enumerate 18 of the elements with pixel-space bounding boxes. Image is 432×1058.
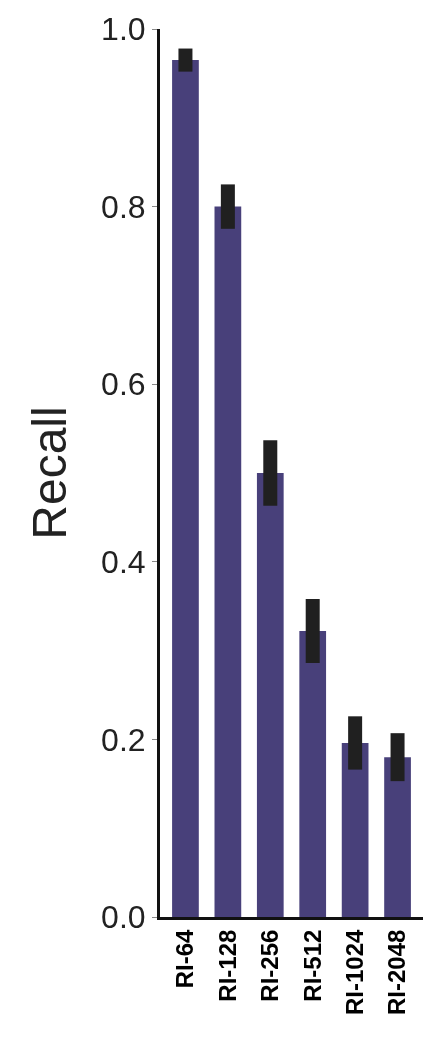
y-tick-label: 0.2 bbox=[101, 721, 146, 758]
bar bbox=[384, 757, 411, 917]
y-tick-label: 0.0 bbox=[101, 899, 146, 936]
y-tick-label: 0.8 bbox=[101, 188, 146, 225]
x-tick-label: RI-64 bbox=[171, 928, 199, 989]
y-tick-label: 1.0 bbox=[101, 11, 146, 48]
bar bbox=[299, 631, 327, 917]
bar bbox=[214, 206, 242, 917]
y-tick-label: 0.4 bbox=[101, 544, 146, 580]
bar bbox=[172, 60, 199, 917]
x-tick-label: RI-256 bbox=[256, 929, 284, 1002]
x-tick-label: RI-128 bbox=[213, 929, 241, 1002]
bar bbox=[256, 473, 284, 917]
y-axis-title: Recall bbox=[22, 406, 76, 540]
x-tick-label: RI-512 bbox=[298, 929, 326, 1002]
y-tick-label: 0.6 bbox=[101, 366, 146, 403]
x-tick-label: RI-1024 bbox=[340, 928, 368, 1015]
x-tick-label: RI-2048 bbox=[383, 929, 411, 1015]
